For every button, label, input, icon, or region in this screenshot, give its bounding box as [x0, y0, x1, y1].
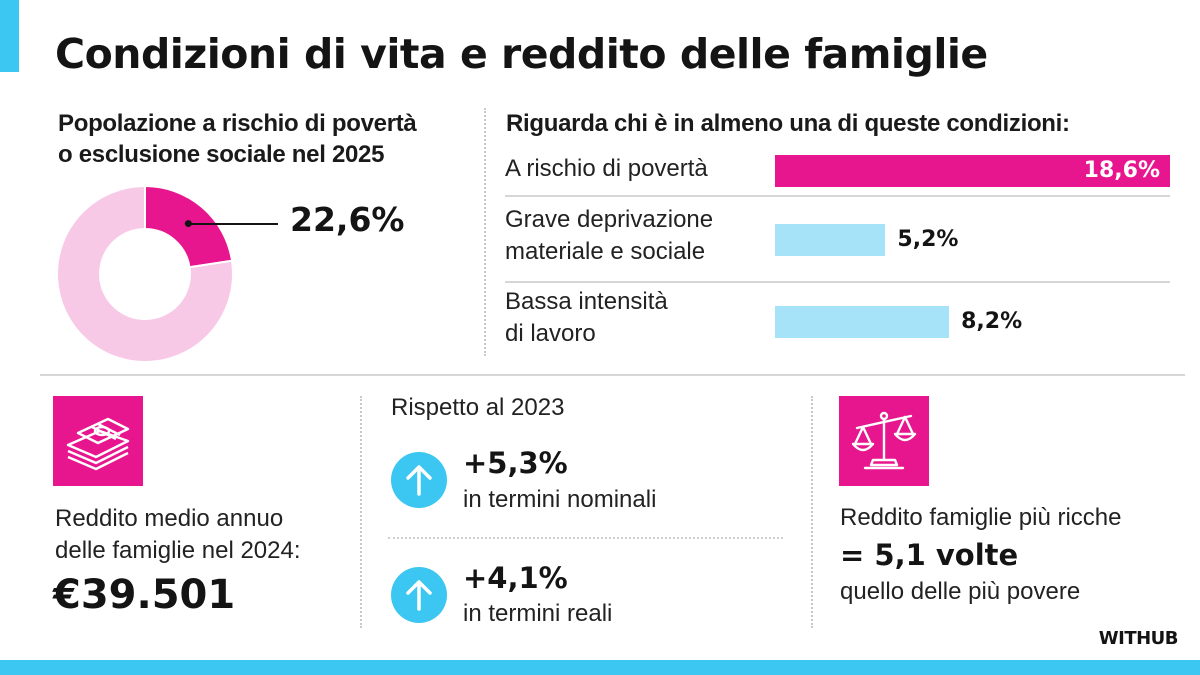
income-label-line-2: delle famiglie nel 2024:: [55, 537, 301, 564]
bar-category-label: Grave deprivazione materiale e sociale: [505, 204, 713, 268]
bar-category-label: Bassa intensità di lavoro: [505, 286, 668, 350]
bar-row-divider: [505, 195, 1170, 197]
bar-2: [775, 306, 950, 338]
bar-row: A rischio di povertà 18,6%: [505, 148, 1175, 192]
divider-vertical-right: [811, 396, 813, 628]
arrow-up-icon: [391, 567, 447, 623]
divider-vertical-top: [484, 108, 486, 356]
donut-chart-title: Popolazione a rischio di povertà o esclu…: [58, 108, 478, 170]
change-nominal-value: +5,3%: [463, 446, 568, 480]
donut-value-label: 22,6%: [290, 200, 405, 239]
accent-bar: [0, 0, 19, 72]
change-real-desc: in termini reali: [463, 600, 613, 627]
inequality-line-3: quello delle più povere: [840, 578, 1081, 605]
inequality-value: = 5,1 volte: [840, 538, 1019, 572]
divider-vertical-left: [360, 396, 362, 628]
bar-category-label: A rischio di povertà: [505, 153, 708, 185]
bar-1: [775, 224, 886, 256]
donut-title-line-1: Popolazione a rischio di povertà: [58, 110, 417, 137]
brand-logo: WITHUB: [1098, 628, 1179, 649]
divider-dotted-horizontal: [388, 537, 783, 539]
bar-category-line: Bassa intensità: [505, 288, 668, 315]
scales-icon: [839, 396, 929, 486]
arrow-up-icon: [391, 452, 447, 508]
inequality-line-1: Reddito famiglie più ricche: [840, 504, 1122, 531]
bar-value-label: 5,2%: [897, 227, 959, 252]
change-real-value: +4,1%: [463, 561, 568, 595]
change-heading: Rispetto al 2023: [391, 394, 565, 421]
income-label: Reddito medio annuo delle famiglie nel 2…: [55, 503, 301, 567]
bar-value-label: 8,2%: [961, 309, 1023, 334]
bar-value-label: 18,6%: [1083, 158, 1160, 183]
bar-chart-title: Riguarda chi è in almeno una di queste c…: [506, 110, 1070, 137]
bar-category-line: materiale e sociale: [505, 238, 706, 265]
donut-chart: [57, 186, 233, 362]
bar-category-line: di lavoro: [505, 320, 596, 347]
bar-category-line: Grave deprivazione: [505, 206, 714, 233]
income-value: €39.501: [53, 572, 236, 618]
footer-bar: [0, 660, 1200, 675]
income-label-line-1: Reddito medio annuo: [55, 505, 284, 532]
bar-row-divider: [505, 281, 1170, 283]
bar-row: Bassa intensità di lavoro 8,2%: [505, 286, 1175, 358]
money-stack-icon: [53, 396, 143, 486]
change-nominal-desc: in termini nominali: [463, 486, 657, 513]
page-title: Condizioni di vita e reddito delle famig…: [55, 30, 988, 78]
donut-slice-1: [57, 186, 233, 362]
section-divider: [40, 374, 1185, 376]
bar-category-line: A rischio di povertà: [505, 155, 708, 182]
bar-0: [775, 155, 1170, 187]
donut-title-line-2: o esclusione sociale nel 2025: [58, 141, 385, 168]
donut-leader-line: [188, 222, 278, 225]
bar-row: Grave deprivazione materiale e sociale 5,2…: [505, 204, 1175, 276]
